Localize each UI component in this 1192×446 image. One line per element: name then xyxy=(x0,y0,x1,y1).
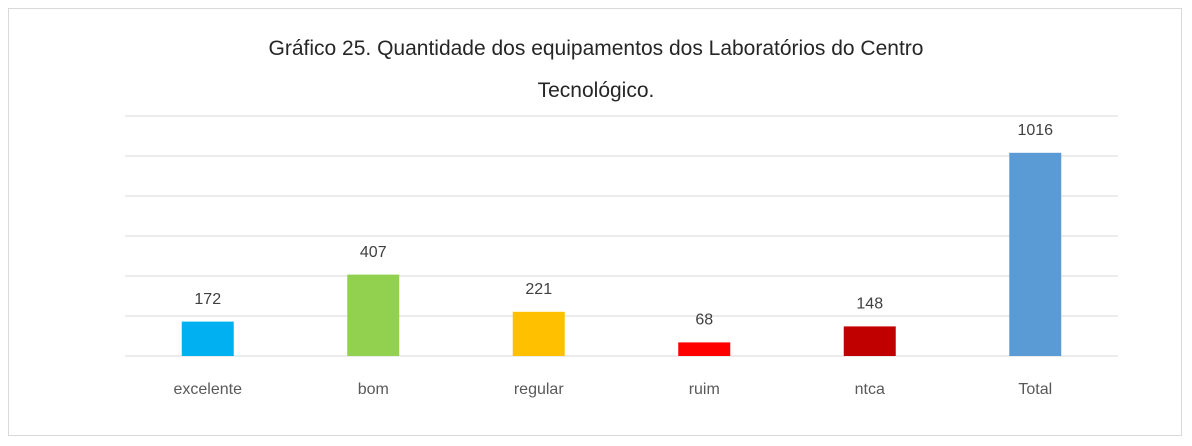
bar xyxy=(843,326,896,356)
x-tick-label: ntca xyxy=(855,381,885,398)
data-label: 68 xyxy=(695,312,713,329)
data-label: 172 xyxy=(194,291,221,308)
bar xyxy=(181,321,234,356)
x-tick-label: regular xyxy=(514,381,564,398)
x-tick-label: ruim xyxy=(689,381,720,398)
data-label: 221 xyxy=(525,281,552,298)
data-label: 1016 xyxy=(1017,122,1053,139)
data-label: 148 xyxy=(856,296,883,313)
chart-frame xyxy=(8,8,1182,436)
x-tick-label: excelente xyxy=(174,381,243,398)
bar xyxy=(347,274,400,356)
x-tick-label: bom xyxy=(358,381,389,398)
chart-title: Gráfico 25. Quantidade dos equipamentos … xyxy=(268,37,924,102)
bar xyxy=(1009,152,1062,356)
data-label: 407 xyxy=(360,244,387,261)
x-tick-label: Total xyxy=(1018,381,1052,398)
bar xyxy=(678,342,731,356)
bar xyxy=(512,311,565,356)
